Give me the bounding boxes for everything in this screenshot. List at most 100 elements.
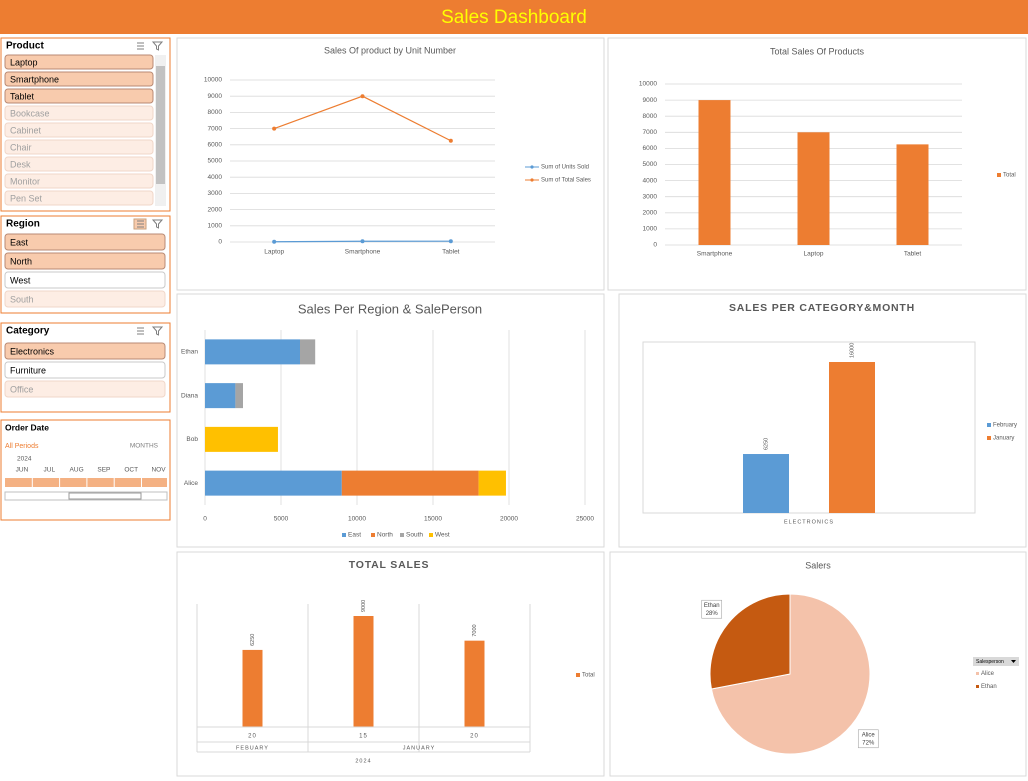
legend-swatch bbox=[976, 685, 979, 688]
legend-label: Total bbox=[1003, 173, 1016, 179]
x-group-label: JANUARY bbox=[403, 745, 436, 751]
slicer-item-label: South bbox=[10, 294, 34, 304]
slicer-item[interactable] bbox=[4, 380, 166, 398]
chart-title: Salers bbox=[805, 560, 831, 570]
slicer-item[interactable] bbox=[4, 271, 166, 289]
y-tick-label: Alice bbox=[184, 480, 198, 487]
slicer-item-label: Electronics bbox=[10, 346, 55, 356]
legend-label: February bbox=[993, 423, 1017, 429]
legend-label: West bbox=[435, 532, 450, 539]
data-label-box bbox=[857, 729, 879, 749]
slicer-item[interactable] bbox=[4, 233, 166, 251]
bar bbox=[698, 100, 731, 245]
y-tick-label: 1000 bbox=[208, 223, 223, 230]
slicer-item[interactable] bbox=[4, 342, 166, 360]
x-tick-label: Laptop bbox=[804, 251, 824, 258]
legend-marker bbox=[530, 178, 534, 182]
timeline-box bbox=[0, 419, 171, 521]
clear-filter-button[interactable] bbox=[151, 326, 164, 336]
slicer-item-label: Smartphone bbox=[10, 74, 59, 84]
y-tick-label: 6000 bbox=[643, 145, 658, 152]
slicer-item[interactable] bbox=[4, 88, 154, 104]
y-tick-label: 4000 bbox=[208, 174, 223, 181]
x-tick-label: Tablet bbox=[442, 249, 460, 256]
slicer-item[interactable] bbox=[4, 105, 154, 121]
data-label-name: Ethan bbox=[704, 603, 720, 609]
scrollbar-thumb[interactable] bbox=[156, 66, 165, 184]
slicer-item[interactable] bbox=[4, 122, 154, 138]
bar bbox=[743, 454, 789, 513]
legend-label: North bbox=[377, 532, 393, 539]
y-tick-label: Bob bbox=[186, 436, 198, 443]
slicer-item[interactable] bbox=[4, 190, 154, 206]
x-tick-label: Smartphone bbox=[697, 251, 733, 258]
timeline-unit: MONTHS bbox=[130, 443, 159, 450]
bar-segment bbox=[205, 470, 342, 496]
y-tick-label: 8000 bbox=[208, 109, 223, 116]
timeline-month: JUL bbox=[44, 467, 56, 474]
bar-segment bbox=[300, 339, 316, 365]
clear-filter-button[interactable] bbox=[151, 219, 164, 229]
y-tick-label: 4000 bbox=[643, 177, 658, 184]
slicer-item-label: Bookcase bbox=[10, 108, 50, 118]
chart-panel bbox=[176, 293, 605, 548]
bar bbox=[242, 649, 263, 727]
slicer-item[interactable] bbox=[4, 290, 166, 308]
data-label-box bbox=[701, 599, 723, 619]
clear-filter-button[interactable] bbox=[151, 41, 164, 51]
timeline-month: OCT bbox=[124, 467, 138, 474]
y-tick-label: 7000 bbox=[643, 129, 658, 136]
legend-swatch bbox=[987, 436, 991, 440]
point-marker bbox=[448, 239, 453, 244]
data-label: 6250 bbox=[250, 634, 256, 646]
y-tick-label: 2000 bbox=[208, 206, 223, 213]
legend-swatch bbox=[997, 173, 1001, 177]
timeline-year: 2024 bbox=[17, 456, 32, 463]
legend-swatch bbox=[429, 533, 433, 537]
slicer-title: Product bbox=[6, 41, 44, 52]
slicer-item-label: Desk bbox=[10, 159, 31, 169]
pie-slice bbox=[709, 593, 791, 690]
legend-label: Total bbox=[582, 673, 595, 679]
legend-marker bbox=[530, 165, 534, 169]
slicer-title: Category bbox=[6, 326, 50, 337]
bar-segment bbox=[205, 339, 300, 365]
timeline-bar[interactable] bbox=[5, 478, 167, 487]
slicer-item-label: North bbox=[10, 256, 32, 266]
slicer-item[interactable] bbox=[4, 54, 154, 70]
x-tick-label: ELECTRONICS bbox=[784, 519, 834, 525]
x-tick-label: 20000 bbox=[500, 516, 518, 523]
timeline-title: Order Date bbox=[5, 422, 49, 432]
slicer-item[interactable] bbox=[4, 173, 154, 189]
slicer-item-label: Cabinet bbox=[10, 125, 42, 135]
slicer-item[interactable] bbox=[4, 71, 154, 87]
x-tick-label: Tablet bbox=[904, 251, 922, 258]
legend-label: South bbox=[406, 532, 423, 539]
slicer-item[interactable] bbox=[4, 361, 166, 379]
slicer-item[interactable] bbox=[4, 156, 154, 172]
x-group-label: FEBUARY bbox=[236, 745, 269, 751]
x-tick-label: 15 bbox=[359, 734, 368, 740]
timeline-scroll-thumb[interactable] bbox=[68, 492, 142, 500]
legend-filter-button[interactable] bbox=[973, 657, 1019, 666]
slicer-item-label: Laptop bbox=[10, 57, 38, 67]
y-tick-label: 8000 bbox=[643, 113, 658, 120]
pie-slice bbox=[710, 593, 871, 755]
y-tick-label: 9000 bbox=[643, 97, 658, 104]
chart-title: Sales Of product by Unit Number bbox=[324, 45, 456, 55]
bar bbox=[797, 132, 830, 245]
data-label-value: 72% bbox=[862, 740, 875, 746]
y-tick-label: 3000 bbox=[208, 190, 223, 197]
legend-title: Salesperson bbox=[976, 659, 1004, 665]
legend-label: East bbox=[348, 532, 361, 539]
dashboard-title: Sales Dashboard bbox=[441, 7, 587, 28]
slicer-item[interactable] bbox=[4, 139, 154, 155]
slicer-item[interactable] bbox=[4, 252, 166, 270]
timeline-period: All Periods bbox=[5, 443, 39, 450]
x-tick-label: 20 bbox=[470, 734, 479, 740]
data-label-name: Alice bbox=[862, 732, 876, 738]
y-tick-label: 5000 bbox=[208, 158, 223, 165]
point-marker bbox=[272, 239, 277, 244]
